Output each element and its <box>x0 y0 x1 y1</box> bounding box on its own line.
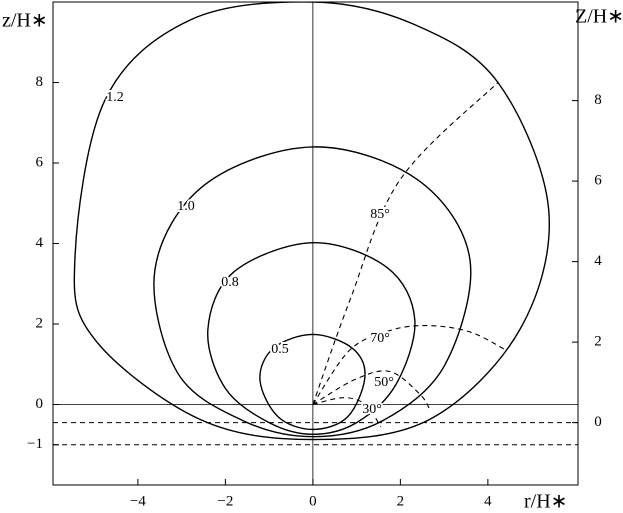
contour-line <box>153 146 472 438</box>
contour-line <box>73 2 550 441</box>
ray-label: 70° <box>370 331 390 346</box>
y2-tick-label: 4 <box>594 253 602 269</box>
ray-label: 50° <box>374 375 394 390</box>
y2-tick-label: 2 <box>594 334 602 350</box>
contour-label: 0.5 <box>271 342 289 357</box>
x-tick-label: −4 <box>130 493 146 509</box>
x-tick-label: 4 <box>484 493 492 509</box>
y-tick-label: 6 <box>36 154 44 170</box>
plot-frame <box>52 1 579 486</box>
contour-label: 0.8 <box>221 275 239 290</box>
contour-label: 1.0 <box>177 199 195 214</box>
contour-line <box>207 241 416 435</box>
ray-line <box>312 82 499 405</box>
y-tick-label: 2 <box>36 315 44 331</box>
x-tick-label: −2 <box>217 493 233 509</box>
y-tick-label: 8 <box>36 74 44 90</box>
y-tick-label: −1 <box>27 436 43 452</box>
x-tick-label: 0 <box>309 493 317 509</box>
x-tick-label: 2 <box>397 493 405 509</box>
contour-label: 1.2 <box>106 90 124 105</box>
y2-tick-label: 8 <box>594 92 602 108</box>
y-tick-label: 0 <box>36 396 44 412</box>
ray-label: 30° <box>362 402 382 417</box>
y2-tick-label: 0 <box>594 414 602 430</box>
x-axis-label: r/H∗ <box>524 491 567 513</box>
ray-line <box>312 324 506 405</box>
contour-line <box>259 333 366 431</box>
ray-label: 85° <box>370 207 390 222</box>
y2-tick-label: 6 <box>594 173 602 189</box>
y2-axis-label: Z/H∗ <box>575 6 623 28</box>
y-axis-label: z/H∗ <box>2 10 48 32</box>
ray-line <box>312 370 431 410</box>
y-tick-label: 4 <box>36 235 44 251</box>
